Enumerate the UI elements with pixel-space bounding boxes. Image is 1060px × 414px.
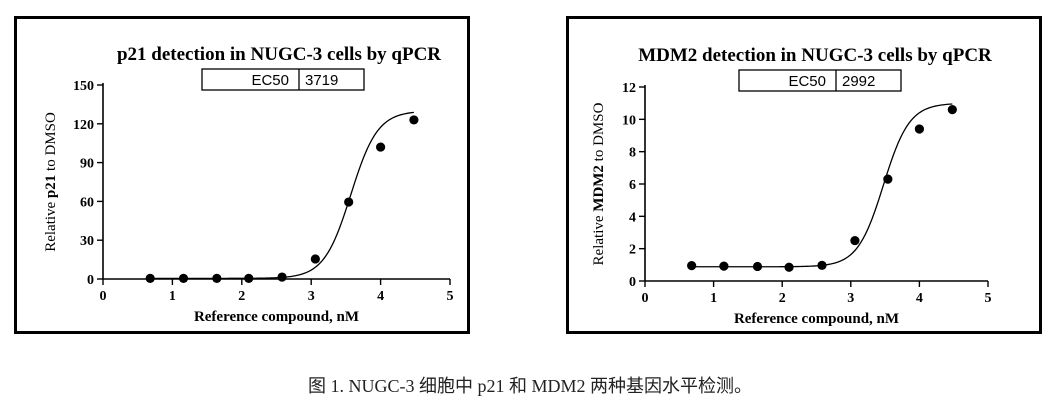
p21-y-axis-label-part-1: p21 — [43, 175, 59, 198]
mdm2-x-axis-label: Reference compound, nM — [734, 311, 899, 327]
mdm2-data-point-4 — [817, 260, 827, 270]
mdm2-y-tick-label-0: 0 — [629, 275, 636, 290]
p21-y-tick-label-0: 0 — [87, 273, 94, 288]
p21-data-point-1 — [178, 273, 189, 283]
p21-data-point-6 — [344, 197, 354, 207]
chart-panel-p21: p21 detection in NUGC-3 cells by qPCR EC5… — [14, 16, 470, 334]
p21-data-point-5 — [310, 254, 320, 264]
p21-y-tick-label-1: 30 — [80, 234, 94, 249]
mdm2-data-point-7 — [914, 124, 924, 134]
p21-data-point-8 — [409, 115, 419, 125]
mdm2-x-tick-label-5: 5 — [985, 291, 992, 306]
mdm2-chart-title: MDM2 detection in NUGC-3 cells by qPCR — [638, 45, 992, 66]
mdm2-data-point-1 — [719, 261, 729, 271]
p21-x-tick-label-1: 1 — [169, 289, 176, 304]
mdm2-data-point-3 — [784, 262, 794, 272]
mdm2-x-tick-label-2: 2 — [779, 291, 786, 306]
p21-ec50-box — [201, 68, 365, 91]
mdm2-data-point-2 — [752, 261, 763, 272]
mdm2-y-axis-label-part-0: Relative — [591, 212, 607, 266]
mdm2-y-axis-label: Relative MDM2 to DMSO — [591, 102, 607, 265]
p21-y-tick-label-5: 150 — [73, 79, 94, 94]
p21-y-axis-label-part-0: Relative — [43, 198, 59, 252]
mdm2-data-point-0 — [687, 261, 697, 271]
mdm2-ec50-value: 2992 — [842, 73, 875, 90]
p21-y-tick-label-2: 60 — [80, 195, 94, 210]
p21-data-point-2 — [212, 273, 222, 283]
mdm2-ec50-box — [738, 69, 902, 92]
chart-svg-p21: p21 detection in NUGC-3 cells by qPCR EC5… — [43, 44, 454, 325]
p21-y-tick-label-4: 120 — [73, 118, 94, 133]
mdm2-y-tick-label-2: 4 — [629, 210, 636, 225]
p21-data-point-0 — [145, 273, 155, 283]
mdm2-y-tick-label-4: 8 — [629, 146, 636, 161]
figure-caption: 图 1. NUGC-3 细胞中 p21 和 MDM2 两种基因水平检测。 — [307, 376, 752, 396]
p21-ec50-label: EC50 — [251, 72, 289, 89]
mdm2-ec50-label: EC50 — [788, 73, 826, 90]
mdm2-data-point-5 — [850, 235, 860, 246]
p21-x-tick-label-3: 3 — [308, 289, 315, 304]
p21-x-tick-label-0: 0 — [100, 289, 107, 304]
p21-y-axis-label-part-2: to DMSO — [43, 112, 59, 175]
mdm2-data-point-6 — [883, 174, 893, 184]
mdm2-x-tick-label-0: 0 — [642, 291, 649, 306]
p21-y-axis-label: Relative p21 to DMSO — [43, 112, 59, 252]
mdm2-fit-curve — [691, 103, 953, 268]
p21-fit-curve — [150, 111, 414, 279]
p21-chart-title: p21 detection in NUGC-3 cells by qPCR — [117, 44, 441, 65]
p21-data-point-3 — [244, 273, 254, 283]
chart-panel-mdm2: MDM2 detection in NUGC-3 cells by qPCR EC… — [566, 16, 1042, 334]
p21-x-tick-label-4: 4 — [377, 289, 384, 304]
mdm2-x-tick-label-3: 3 — [847, 291, 854, 306]
mdm2-x-tick-label-1: 1 — [710, 291, 717, 306]
mdm2-y-axis-label-part-1: MDM2 — [591, 165, 607, 212]
p21-ec50-value: 3719 — [305, 72, 338, 89]
p21-y-tick-label-3: 90 — [80, 157, 94, 172]
mdm2-data-point-8 — [947, 105, 957, 115]
mdm2-y-tick-label-1: 2 — [629, 243, 636, 258]
mdm2-y-tick-label-3: 6 — [629, 178, 636, 193]
p21-x-tick-label-2: 2 — [238, 289, 245, 304]
p21-x-tick-label-5: 5 — [447, 289, 454, 304]
mdm2-y-tick-label-5: 10 — [622, 113, 636, 128]
p21-data-point-4 — [277, 272, 287, 282]
mdm2-x-tick-label-4: 4 — [916, 291, 923, 306]
mdm2-y-tick-label-6: 12 — [622, 81, 636, 96]
p21-data-point-7 — [376, 142, 386, 152]
mdm2-y-axis-label-part-2: to DMSO — [591, 102, 607, 165]
chart-svg-mdm2: MDM2 detection in NUGC-3 cells by qPCR EC… — [591, 45, 992, 327]
p21-x-axis-label: Reference compound, nM — [194, 309, 359, 325]
